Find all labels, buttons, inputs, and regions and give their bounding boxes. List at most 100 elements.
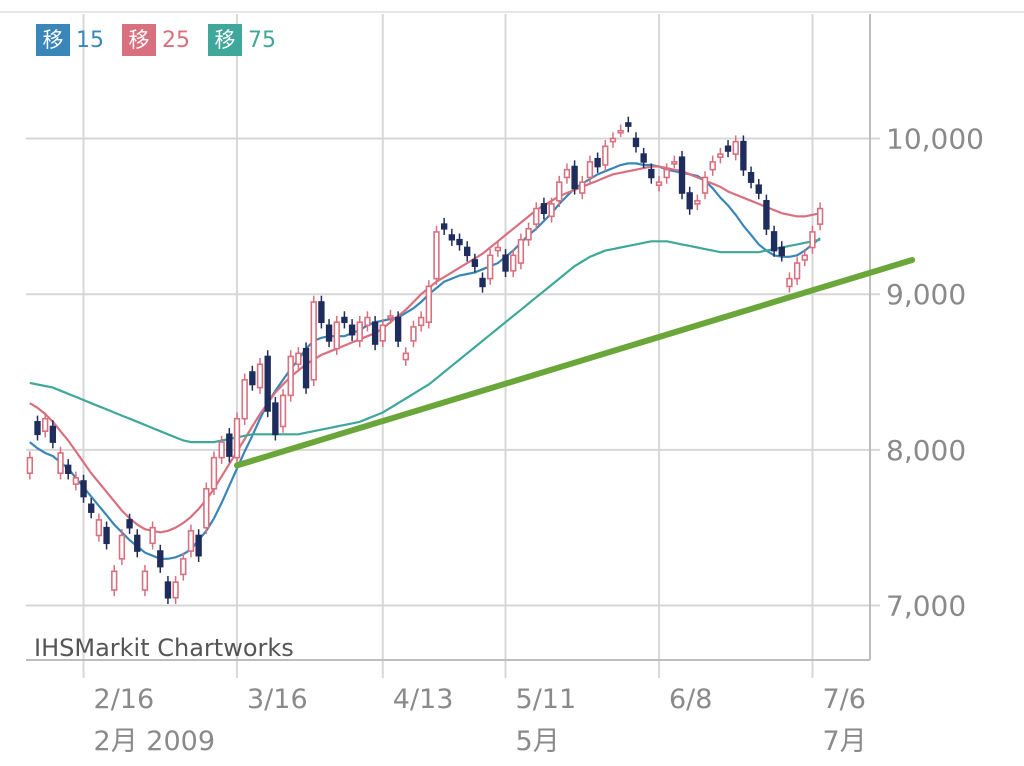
candle-up: [410, 326, 417, 342]
candle-up: [187, 529, 195, 552]
top-divider: [0, 11, 1024, 13]
candle-up: [72, 477, 80, 485]
candle-down: [264, 355, 271, 412]
candle-up: [417, 316, 425, 327]
candle-up: [586, 161, 594, 179]
legend-item-ma15: 移 15: [36, 24, 104, 56]
candle-up: [701, 176, 709, 194]
candle-up: [425, 285, 432, 324]
trend-line: [234, 256, 916, 469]
x-tick-label: 6/8: [669, 684, 712, 715]
candle-up: [487, 254, 494, 280]
legend-item-ma25: 移 25: [122, 24, 190, 56]
candle-up: [172, 581, 179, 599]
candle-up: [717, 153, 724, 159]
x-tick-sublabel: 2月 2009: [94, 726, 215, 757]
candle-up: [609, 137, 617, 143]
candle-up: [233, 417, 241, 459]
candle-down: [325, 324, 333, 342]
y-tick-label: 10,000: [886, 123, 984, 156]
candle-down: [103, 526, 110, 545]
candle-down: [456, 238, 463, 246]
candle-up: [494, 246, 502, 252]
candle-down: [249, 371, 256, 386]
ma15-line: [29, 162, 821, 560]
candle-up: [141, 570, 149, 591]
candle-down: [157, 550, 164, 568]
legend-badge-ma75: 移: [208, 24, 242, 56]
candle-down: [724, 145, 732, 152]
candle-up: [241, 379, 248, 420]
candle-up: [26, 456, 34, 475]
candle-up: [602, 145, 609, 166]
candle-up: [548, 203, 555, 218]
x-tick-label: 2/16: [94, 684, 155, 715]
candle-up: [203, 487, 210, 529]
candle-down: [126, 519, 133, 529]
candle-up: [256, 363, 264, 389]
candle-up: [793, 262, 801, 280]
candle-up: [801, 254, 808, 261]
candle-up: [655, 181, 663, 187]
candle-up: [694, 199, 701, 205]
candle-up: [816, 207, 824, 225]
y-tick-label: 9,000: [886, 278, 966, 311]
candle-down: [134, 534, 141, 552]
candle-down: [394, 316, 402, 342]
candle-down: [502, 254, 509, 272]
candle-up: [617, 129, 624, 134]
candle-down: [195, 534, 202, 557]
candle-up: [333, 321, 340, 350]
candle-up: [556, 181, 563, 202]
candle-down: [640, 153, 647, 163]
candle-up: [510, 254, 517, 272]
candle-down: [88, 503, 95, 513]
candle-up: [279, 394, 287, 428]
candle-down: [778, 246, 785, 257]
x-tick-label: 4/13: [393, 684, 454, 715]
candle-down: [540, 203, 548, 215]
candle-down: [34, 421, 41, 436]
ma25-line: [29, 165, 821, 534]
candle-up: [402, 352, 409, 361]
candle-down: [747, 171, 755, 183]
candle-up: [517, 238, 525, 264]
candle-down: [678, 156, 686, 194]
candle-down: [648, 168, 655, 179]
legend-period-ma15: 15: [76, 27, 104, 53]
candle-down: [594, 157, 601, 168]
candle-down: [448, 234, 456, 241]
candle-up: [111, 570, 118, 591]
candle-up: [671, 161, 678, 165]
legend-period-ma75: 75: [248, 27, 276, 53]
candle-up: [709, 161, 716, 171]
candle-down: [740, 140, 747, 171]
candle-up: [95, 519, 103, 537]
candle-up: [310, 301, 317, 381]
candle-up: [295, 352, 302, 366]
candle-up: [809, 231, 816, 249]
candle-down: [348, 324, 356, 336]
candle-up: [525, 228, 532, 241]
candle-down: [65, 464, 72, 475]
candle-up: [180, 558, 187, 576]
candle-down: [571, 165, 578, 190]
y-tick-label: 7,000: [886, 590, 966, 623]
legend-item-ma75: 移 75: [208, 24, 276, 56]
y-tick-label: 8,000: [886, 434, 966, 467]
candle-down: [686, 192, 693, 210]
candle-down: [371, 321, 379, 345]
candle-up: [379, 324, 386, 342]
candle-up: [663, 168, 670, 179]
x-tick-label: 7/6: [822, 684, 865, 715]
candle-up: [579, 181, 586, 194]
candle-up: [210, 456, 218, 490]
candle-up: [786, 277, 793, 288]
candle-up: [364, 316, 371, 327]
candle-down: [318, 301, 325, 324]
candle-up: [732, 140, 739, 155]
candle-down: [80, 480, 87, 498]
x-tick-label: 5/11: [516, 684, 577, 715]
legend-badge-ma15: 移: [36, 24, 70, 56]
candle-down: [763, 199, 770, 230]
